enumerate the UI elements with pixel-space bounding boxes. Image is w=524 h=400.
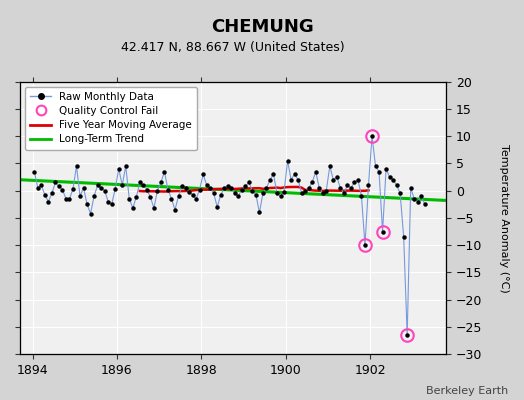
Legend: Raw Monthly Data, Quality Control Fail, Five Year Moving Average, Long-Term Tren: Raw Monthly Data, Quality Control Fail, …: [25, 87, 198, 150]
Text: CHEMUNG: CHEMUNG: [211, 18, 313, 36]
Text: Berkeley Earth: Berkeley Earth: [426, 386, 508, 396]
Y-axis label: Temperature Anomaly (°C): Temperature Anomaly (°C): [499, 144, 509, 292]
Title: 42.417 N, 88.667 W (United States): 42.417 N, 88.667 W (United States): [121, 41, 345, 54]
